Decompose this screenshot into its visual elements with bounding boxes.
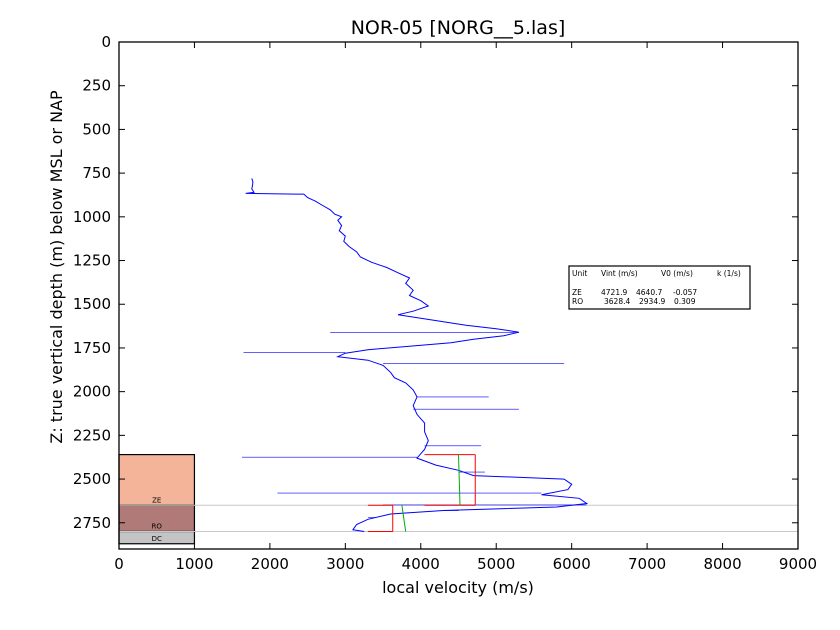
x-tick-label: 6000	[553, 555, 591, 573]
y-tick-label: 250	[82, 77, 111, 95]
table-header-vint: Vint (m/s)	[601, 269, 638, 278]
table-cell-k: 0.309	[674, 297, 696, 306]
y-tick-label: 500	[82, 120, 111, 138]
y-tick-label: 2000	[73, 383, 111, 401]
y-tick-label: 1000	[73, 208, 111, 226]
x-tick-label: 8000	[703, 555, 741, 573]
y-tick-label: 2750	[73, 514, 111, 532]
y-tick-label: 1250	[73, 252, 111, 270]
table-cell-v0: 2934.9	[639, 297, 665, 306]
table-cell-vint: 3628.4	[604, 297, 630, 306]
velocity-series-line	[245, 178, 589, 532]
formation-block-label: ZE	[152, 496, 161, 504]
formation-blocks: ZE RO DC	[118, 453, 196, 545]
x-axis-label: local velocity (m/s)	[382, 578, 534, 597]
plot-frame	[118, 41, 799, 550]
x-tick-label: 4000	[402, 555, 440, 573]
table-header-v0: V0 (m/s)	[661, 269, 693, 278]
y-axis-label: Z: true vertical depth (m) below MSL or …	[47, 90, 66, 444]
x-tick-label: 1000	[175, 555, 213, 573]
y-tick-label: 1500	[73, 295, 111, 313]
interval-table: Unit Vint (m/s) V0 (m/s) k (1/s) ZE 4721…	[568, 265, 751, 310]
x-tick-label: 3000	[326, 555, 364, 573]
table-cell-v0: 4640.7	[636, 288, 662, 297]
formation-block-label: RO	[152, 523, 163, 531]
table-cell-unit: ZE	[572, 288, 582, 297]
y-tick-label: 1750	[73, 339, 111, 357]
table-cell-k: -0.057	[673, 288, 697, 297]
x-tick-label: 7000	[628, 555, 666, 573]
axes: 0 1000 2000 3000 4000 5000 6000 7000 8000 9000 0 25…	[73, 33, 817, 573]
y-tick-label: 2500	[73, 470, 111, 488]
x-tick-label: 0	[114, 555, 124, 573]
table-cell-unit: RO	[572, 297, 583, 306]
formation-block	[118, 453, 196, 506]
formation-boundaries	[119, 504, 798, 533]
x-tick-label: 5000	[477, 555, 515, 573]
x-tick-label: 9000	[779, 555, 817, 573]
table-header-unit: Unit	[572, 269, 587, 278]
chart-title: NOR-05 [NORG__5.las]	[351, 17, 566, 39]
y-tick-label: 2250	[73, 426, 111, 444]
x-tick-label: 2000	[251, 555, 289, 573]
interval-fit-trend	[458, 454, 461, 506]
table-header-k: k (1/s)	[717, 269, 741, 278]
table-cell-vint: 4721.9	[601, 288, 627, 297]
formation-block	[118, 504, 196, 533]
formation-block-label: DC	[152, 535, 162, 543]
interval-fits	[367, 454, 476, 533]
velocity-log	[241, 178, 589, 532]
y-tick-label: 0	[101, 33, 111, 51]
interval-fit-trend	[401, 505, 407, 532]
y-tick-label: 750	[82, 164, 111, 182]
